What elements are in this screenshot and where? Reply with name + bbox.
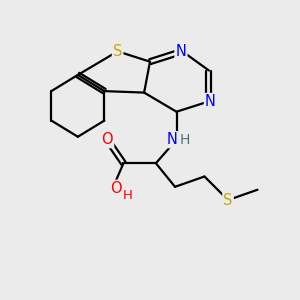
Text: N: N bbox=[205, 94, 216, 109]
Text: O: O bbox=[110, 181, 122, 196]
Text: N: N bbox=[167, 132, 178, 147]
Text: O: O bbox=[101, 132, 113, 147]
Text: S: S bbox=[113, 44, 122, 59]
Text: N: N bbox=[176, 44, 186, 59]
Text: S: S bbox=[223, 193, 233, 208]
Text: H: H bbox=[179, 133, 190, 147]
Text: H: H bbox=[123, 188, 133, 202]
